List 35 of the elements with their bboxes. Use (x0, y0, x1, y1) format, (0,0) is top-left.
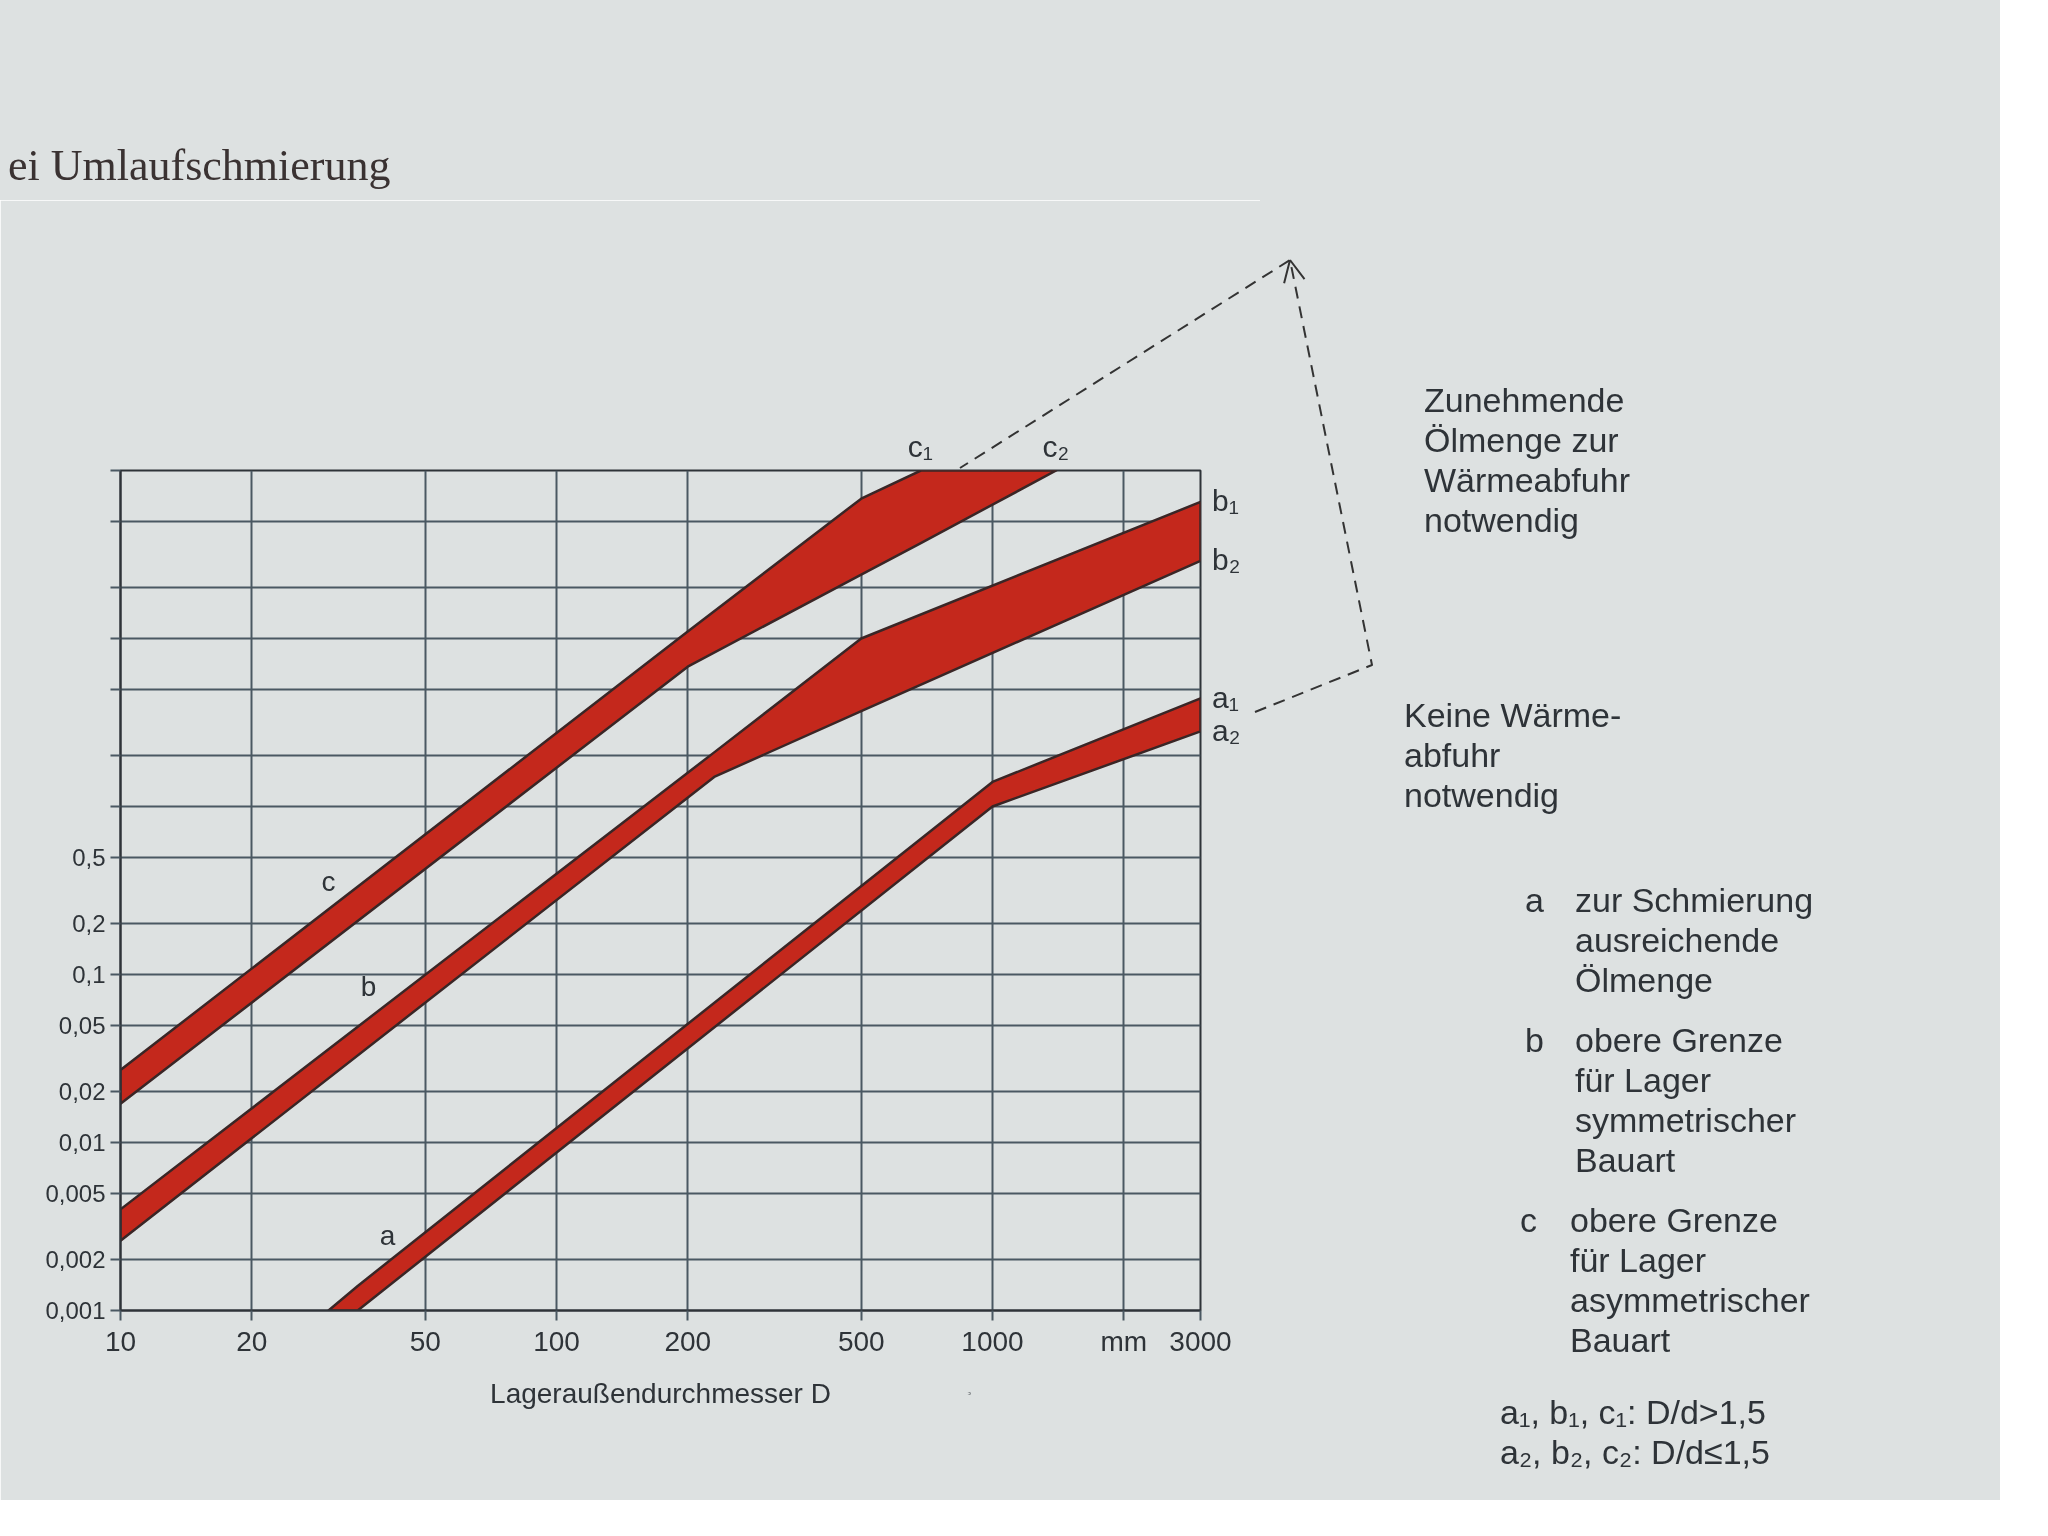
x-tick-label: 200 (664, 1325, 712, 1357)
text: b obere Grenze für Lager symmetrischer Bauart (1525, 1020, 1797, 1180)
annotation: c₂ (1042, 430, 1070, 464)
text: a zur Schmierung ausreichende Ölmenge (1525, 880, 1814, 1000)
x-tick-label: mm (1100, 1325, 1148, 1357)
y-tick-label: 0,01 (58, 1129, 106, 1156)
annotation: b (360, 971, 377, 1002)
annotation: a₁ (1212, 680, 1239, 715)
annotation: b₁ (1212, 484, 1239, 519)
y-tick-label: 0,05 (58, 1011, 106, 1039)
annotation: a₂ (1212, 713, 1241, 748)
text: Keine Wärme- abfuhr notwendig (1404, 695, 1622, 815)
y-tick-label: 0,1 (72, 961, 106, 988)
y-tick-label: 0,005 (45, 1179, 106, 1207)
x-axis-title: Lageraußendurchmesser D (490, 1377, 831, 1409)
x-tick-label: 1000 (961, 1325, 1024, 1357)
x-tick-label: 3000 (1169, 1325, 1232, 1357)
text: c obere Grenze für Lager asymmetrischer Bauart (1520, 1200, 1810, 1360)
annotation: c (321, 866, 336, 897)
x-tick-label: 10 (104, 1325, 137, 1357)
y-tick-label: 0,002 (45, 1246, 106, 1274)
annotation: c₁ (907, 430, 933, 464)
x-tick-label: 500 (837, 1325, 885, 1357)
y-tick-label: 0,02 (58, 1078, 106, 1106)
y-tick-label: 0,001 (45, 1297, 106, 1324)
x-tick-label: 20 (236, 1325, 268, 1357)
y-tick-label: 0,5 (72, 843, 106, 871)
chart-title: ei Umlaufschmierung (8, 140, 391, 192)
annotation: a (379, 1220, 396, 1251)
y-tick-label: 0,2 (72, 910, 106, 938)
x-tick-label: 50 (409, 1325, 441, 1357)
text: Zunehmende Ölmenge zur Wärmeabfuhr notwendig (1424, 380, 1630, 540)
annotation: b₂ (1212, 543, 1241, 578)
text: a₁, b₁, c₁: D/d>1,5 a₂, b₂, c₂: D/d≤1,5 (1500, 1392, 1770, 1472)
x-tick-label: 100 (533, 1325, 580, 1357)
